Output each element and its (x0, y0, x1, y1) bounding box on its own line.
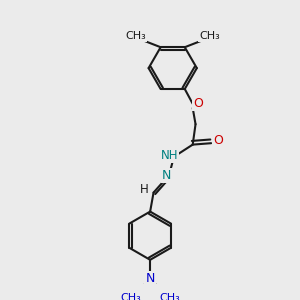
Text: O: O (193, 97, 203, 110)
Text: CH₃: CH₃ (160, 292, 180, 300)
Text: N: N (162, 169, 171, 182)
Text: CH₃: CH₃ (199, 31, 220, 41)
Text: CH₃: CH₃ (120, 292, 141, 300)
Text: CH₃: CH₃ (126, 31, 146, 41)
Text: H: H (140, 183, 149, 196)
Text: N: N (146, 272, 155, 285)
Text: O: O (213, 134, 223, 147)
Text: NH: NH (160, 148, 178, 162)
